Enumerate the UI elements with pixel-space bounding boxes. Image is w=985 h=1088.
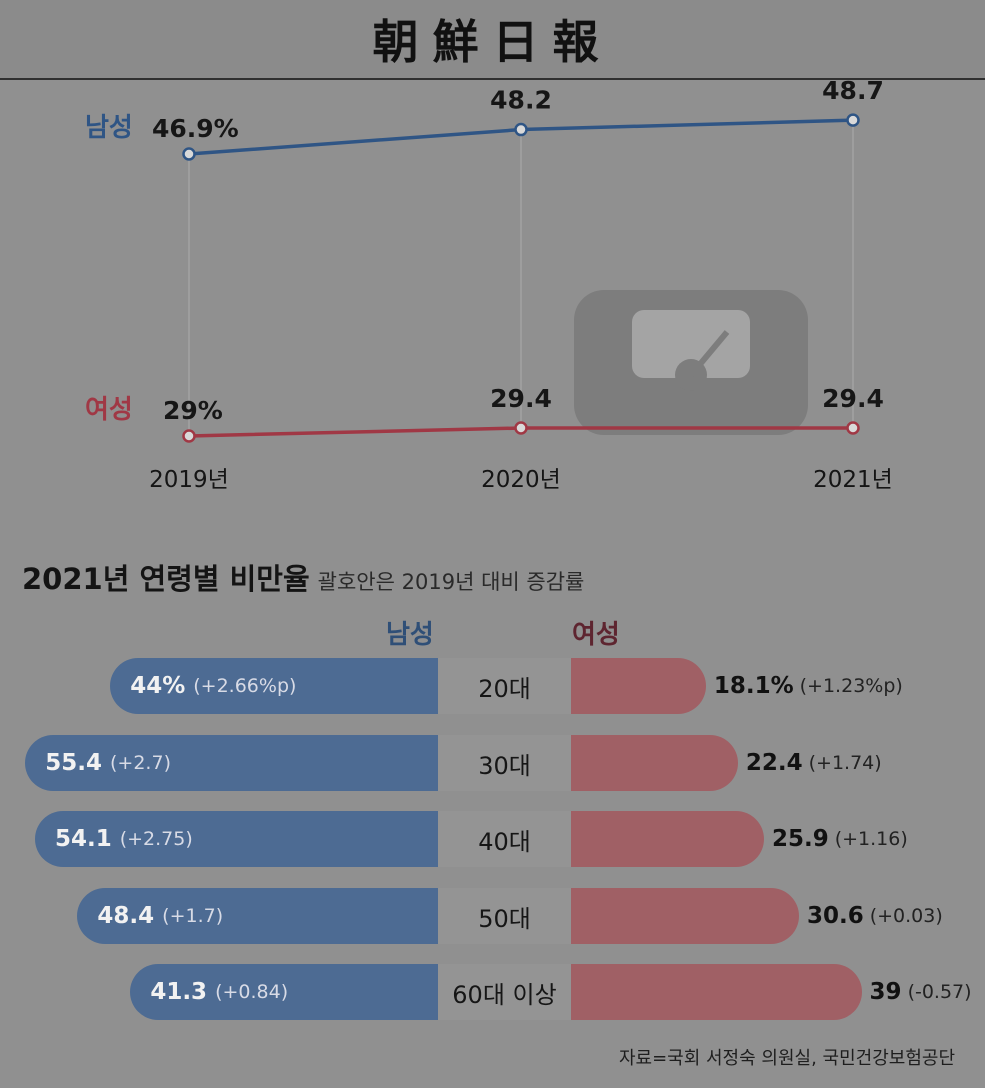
bar-male-value: 55.4	[45, 750, 103, 776]
scale-illustration	[574, 290, 808, 435]
x-tick-label: 2020년	[481, 467, 561, 493]
bar-female	[571, 888, 799, 944]
age-chart-subtitle: 괄호안은 2019년 대비 증감률	[317, 570, 585, 594]
bar-female	[571, 964, 862, 1020]
bar-female-value: 25.9	[771, 826, 829, 852]
column-header-female: 여성	[572, 620, 620, 650]
x-tick-label: 2021년	[813, 467, 893, 493]
age-row: 54.1 (+2.75) 40대 25.9 (+1.16)	[0, 811, 985, 867]
age-row: 44% (+2.66%p) 20대 18.1% (+1.23%p)	[0, 658, 985, 714]
data-point	[846, 421, 860, 435]
age-category-label: 30대	[438, 735, 571, 791]
bar-male-change: (+2.66%p)	[193, 675, 297, 697]
data-label: 46.9%	[152, 114, 239, 143]
series-name-male: 남성	[85, 113, 133, 143]
bar-female-label: 25.9 (+1.16)	[772, 811, 908, 867]
age-category-label: 40대	[438, 811, 571, 867]
age-category-label: 20대	[438, 658, 571, 714]
bar-female-change: (-0.57)	[907, 981, 972, 1003]
data-point	[182, 147, 196, 161]
data-point	[182, 429, 196, 443]
bar-female-value: 22.4	[745, 750, 803, 776]
data-label: 29%	[163, 396, 223, 425]
masthead: 朝鮮日報	[0, 0, 985, 80]
bar-male-value: 41.3	[150, 979, 208, 1005]
data-point	[514, 421, 528, 435]
data-label: 29.4	[490, 384, 552, 413]
bar-male: 44% (+2.66%p)	[110, 658, 438, 714]
bar-female-label: 39 (-0.57)	[870, 964, 972, 1020]
age-row: 41.3 (+0.84) 60대 이상 39 (-0.57)	[0, 964, 985, 1020]
line-chart: 2019년 2020년 2021년 46.9% 48.2 48.7 남성 29% 29.4 29.…	[85, 76, 893, 493]
age-category-label: 50대	[438, 888, 571, 944]
bar-female	[571, 735, 738, 791]
bar-female-value: 18.1%	[713, 673, 794, 699]
age-row: 48.4 (+1.7) 50대 30.6 (+0.03)	[0, 888, 985, 944]
bar-male-change: (+1.7)	[162, 905, 224, 927]
bar-male-change: (+2.75)	[119, 828, 193, 850]
bar-male: 55.4 (+2.7)	[25, 735, 438, 791]
data-point	[514, 122, 528, 137]
data-label: 48.7	[822, 76, 884, 105]
bar-female-change: (+0.03)	[869, 905, 943, 927]
masthead-logo: 朝鮮日報	[372, 15, 613, 69]
source-note: 자료=국회 서정숙 의원실, 국민건강보험공단	[618, 1048, 955, 1069]
bar-male-value: 48.4	[97, 903, 155, 929]
data-label: 29.4	[822, 384, 884, 413]
x-tick-label: 2019년	[149, 467, 229, 493]
bar-male: 54.1 (+2.75)	[34, 811, 438, 867]
age-category-label: 60대 이상	[438, 964, 571, 1020]
data-point	[846, 113, 860, 127]
bar-female	[571, 658, 706, 714]
age-chart-title: 2021년 연령별 비만율 괄호안은 2019년 대비 증감률	[22, 556, 584, 598]
bar-female	[571, 811, 764, 867]
bar-male-value: 44%	[130, 673, 186, 699]
bar-female-change: (+1.23%p)	[799, 675, 903, 697]
bar-male-change: (+2.7)	[110, 752, 171, 774]
age-row: 55.4 (+2.7) 30대 22.4 (+1.74)	[0, 735, 985, 791]
bar-female-change: (+1.74)	[808, 752, 882, 774]
bar-female-change: (+1.16)	[834, 828, 908, 850]
age-chart-title-text: 2021년 연령별 비만율	[22, 562, 310, 596]
bar-male-value: 54.1	[54, 826, 112, 852]
column-header-male: 남성	[386, 620, 434, 650]
bar-female-value: 39	[869, 979, 902, 1005]
bar-male: 41.3 (+0.84)	[130, 964, 438, 1020]
data-label: 48.2	[490, 86, 552, 115]
bar-female-label: 22.4 (+1.74)	[746, 735, 882, 791]
bar-female-value: 30.6	[806, 903, 864, 929]
bar-female-label: 30.6 (+0.03)	[807, 888, 943, 944]
bar-male-change: (+0.84)	[215, 981, 289, 1003]
bar-male: 48.4 (+1.7)	[77, 888, 438, 944]
series-name-female: 여성	[85, 395, 133, 425]
bar-female-label: 18.1% (+1.23%p)	[714, 658, 903, 714]
